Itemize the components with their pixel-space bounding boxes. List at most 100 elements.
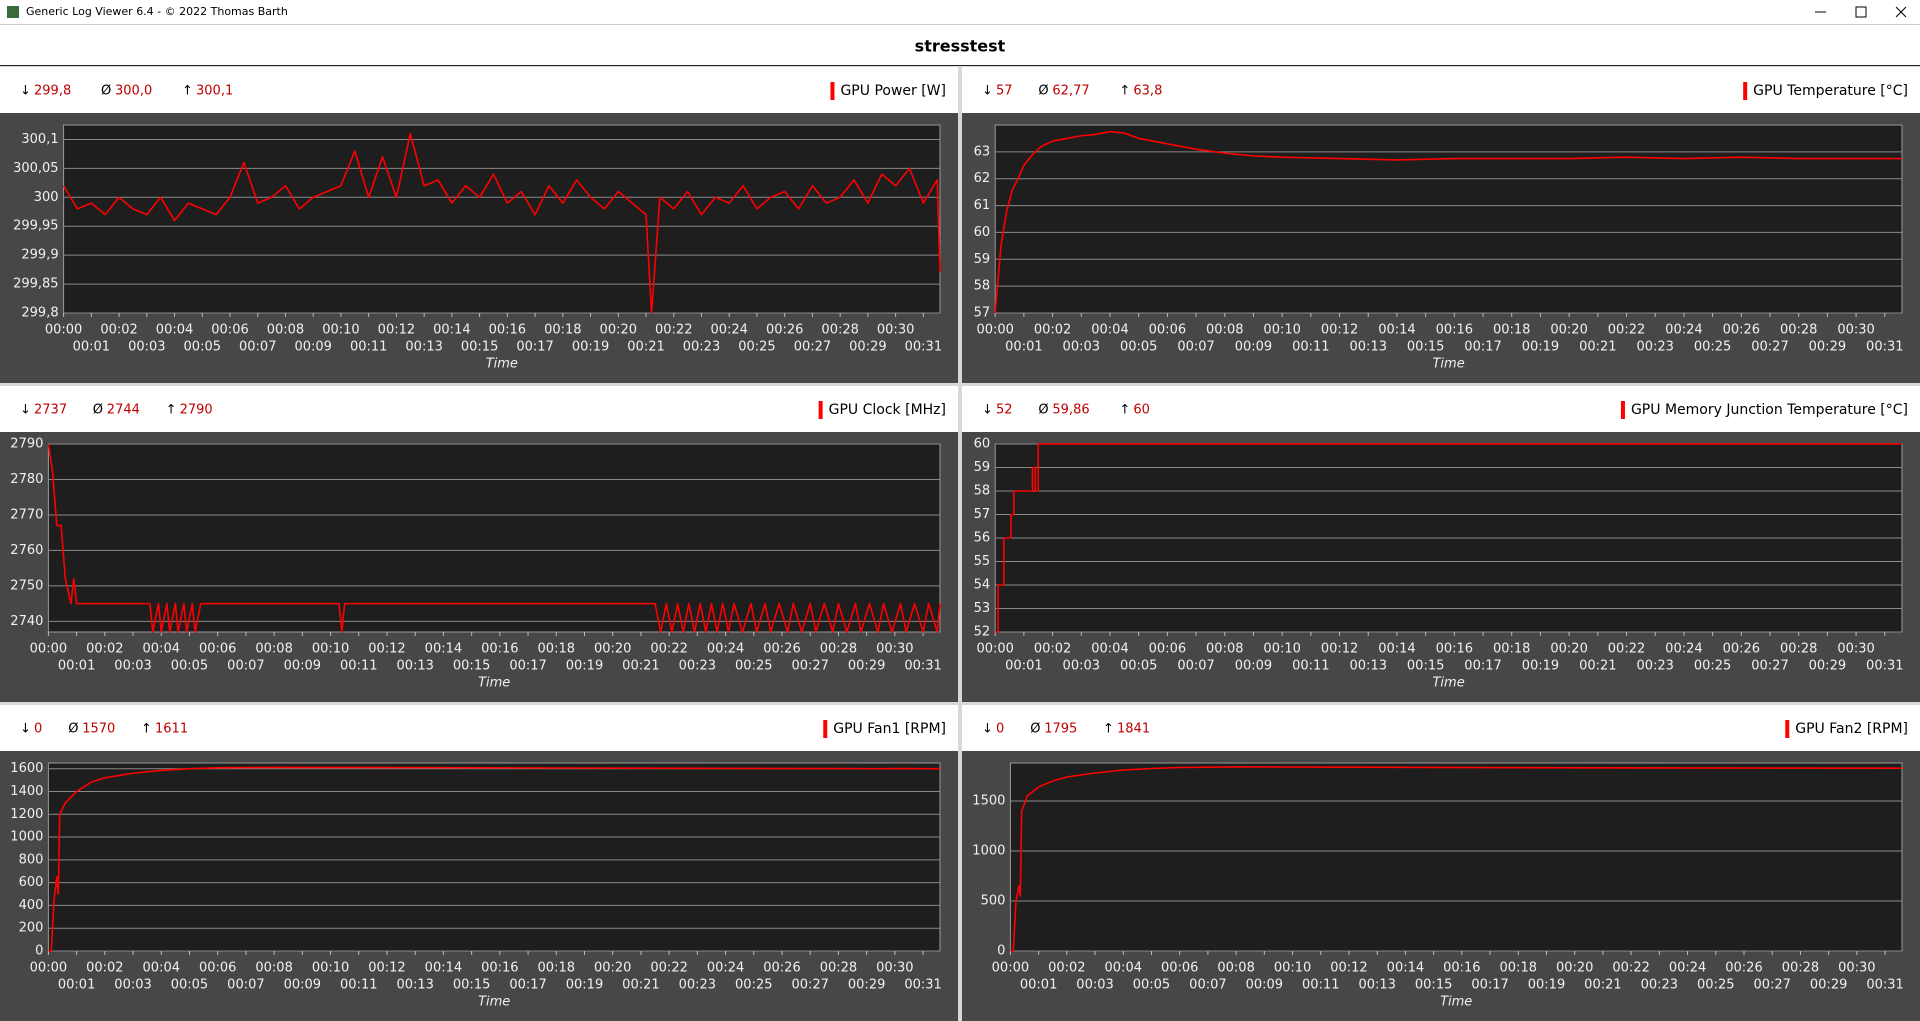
x-tick-label: 00:12: [1330, 961, 1367, 976]
x-tick-label: 00:27: [794, 340, 831, 355]
y-tick-label: 299,85: [13, 277, 59, 292]
plot-area: [1009, 762, 1903, 952]
app-icon: [7, 6, 19, 18]
legend-label: GPU Memory Junction Temperature [°C]: [1631, 402, 1908, 418]
x-tick-label: 00:19: [572, 340, 609, 355]
x-tick-label: 00:31: [905, 340, 942, 355]
x-tick-label: 00:02: [86, 961, 123, 976]
data-line: [994, 130, 1902, 314]
x-tick-label: 00:16: [1443, 961, 1480, 976]
x-tick-label: 00:29: [848, 978, 885, 993]
x-tick-label: 00:05: [171, 978, 208, 993]
y-tick-label: 59: [974, 460, 991, 475]
x-tick-label: 00:13: [1350, 659, 1387, 674]
stat-symbol: ↓: [982, 84, 993, 99]
y-tick-label: 2750: [10, 578, 43, 593]
x-tick-label: 00:05: [1120, 659, 1157, 674]
x-tick-label: 00:03: [1063, 340, 1100, 355]
y-tick-label: 400: [19, 898, 44, 913]
x-tick-label: 00:11: [1292, 659, 1329, 674]
legend-swatch: [1743, 82, 1748, 100]
x-tick-label: 00:16: [489, 323, 526, 338]
x-tick-label: 00:12: [1321, 323, 1358, 338]
x-tick-label: 00:23: [1641, 978, 1678, 993]
x-tick-label: 00:31: [1866, 340, 1903, 355]
x-tick-label: 00:13: [1358, 978, 1395, 993]
x-tick-label: 00:24: [1665, 323, 1702, 338]
x-tick-label: 00:20: [1556, 961, 1593, 976]
x-tick-label: 00:08: [255, 961, 292, 976]
plot-area: [63, 124, 941, 314]
x-tick-label: 00:00: [30, 961, 67, 976]
stat-symbol: ↓: [20, 403, 31, 418]
legend-label: GPU Power [W]: [840, 83, 946, 99]
y-tick-label: 60: [974, 225, 991, 240]
stat-value: 59,86: [1052, 403, 1089, 418]
close-button[interactable]: [1895, 6, 1907, 18]
x-tick-label: 00:19: [1528, 978, 1565, 993]
x-axis-label: Time: [478, 995, 510, 1010]
stat-symbol: ↑: [166, 403, 177, 418]
stat-symbol: Ø: [1038, 84, 1048, 99]
x-tick-label: 00:16: [481, 642, 518, 657]
x-tick-label: 00:00: [30, 642, 67, 657]
legend-swatch: [1620, 401, 1625, 419]
legend-swatch: [823, 720, 828, 738]
x-tick-label: 00:04: [156, 323, 193, 338]
y-tick-label: 58: [974, 279, 991, 294]
x-tick-label: 00:21: [622, 659, 659, 674]
x-tick-label: 00:07: [227, 659, 264, 674]
maximize-button[interactable]: [1855, 6, 1867, 18]
stat-value: 0: [996, 722, 1004, 737]
x-tick-label: 00:29: [848, 659, 885, 674]
x-tick-label: 00:20: [600, 323, 637, 338]
y-tick-label: 1000: [10, 830, 43, 845]
y-tick-label: 2790: [10, 437, 43, 452]
x-tick-label: 00:00: [976, 323, 1013, 338]
data-line: [47, 443, 941, 633]
x-tick-label: 00:22: [650, 642, 687, 657]
stat-symbol: ↑: [1119, 403, 1130, 418]
x-tick-label: 00:27: [1753, 978, 1790, 993]
x-tick-label: 00:30: [876, 642, 913, 657]
x-tick-label: 00:00: [992, 961, 1029, 976]
stat-value: 299,8: [34, 84, 71, 99]
x-tick-label: 00:19: [1522, 659, 1559, 674]
x-tick-label: 00:29: [1810, 978, 1847, 993]
legend-label: GPU Fan2 [RPM]: [1795, 721, 1908, 737]
stat-value: 52: [996, 403, 1013, 418]
stat-symbol: ↑: [1103, 722, 1114, 737]
x-tick-label: 00:18: [1493, 323, 1530, 338]
x-tick-label: 00:15: [453, 659, 490, 674]
x-tick-label: 00:23: [679, 659, 716, 674]
x-tick-label: 00:21: [1579, 659, 1616, 674]
y-tick-label: 54: [974, 578, 991, 593]
x-tick-label: 00:20: [594, 961, 631, 976]
x-tick-label: 00:31: [904, 978, 941, 993]
y-tick-label: 300,1: [21, 132, 58, 147]
legend-label: GPU Clock [MHz]: [829, 402, 946, 418]
x-tick-label: 00:01: [1005, 659, 1042, 674]
x-tick-label: 00:31: [1866, 978, 1903, 993]
x-tick-label: 00:04: [1091, 642, 1128, 657]
y-tick-label: 2740: [10, 614, 43, 629]
x-tick-label: 00:17: [516, 340, 553, 355]
stat-symbol: Ø: [1038, 403, 1048, 418]
legend-label: GPU Temperature [°C]: [1753, 83, 1908, 99]
x-tick-label: 00:27: [791, 659, 828, 674]
x-axis-label: Time: [1432, 357, 1464, 372]
x-tick-label: 00:26: [763, 642, 800, 657]
x-tick-label: 00:25: [1694, 659, 1731, 674]
y-tick-label: 1400: [10, 784, 43, 799]
x-tick-label: 00:14: [1378, 642, 1415, 657]
x-tick-label: 00:13: [396, 659, 433, 674]
y-tick-label: 2770: [10, 507, 43, 522]
panel-header: [962, 67, 1920, 113]
x-tick-label: 00:20: [1550, 323, 1587, 338]
y-tick-label: 2780: [10, 472, 43, 487]
y-tick-label: 62: [974, 171, 991, 186]
x-axis-label: Time: [1440, 995, 1472, 1010]
x-tick-label: 00:28: [1780, 323, 1817, 338]
x-tick-label: 00:05: [184, 340, 221, 355]
